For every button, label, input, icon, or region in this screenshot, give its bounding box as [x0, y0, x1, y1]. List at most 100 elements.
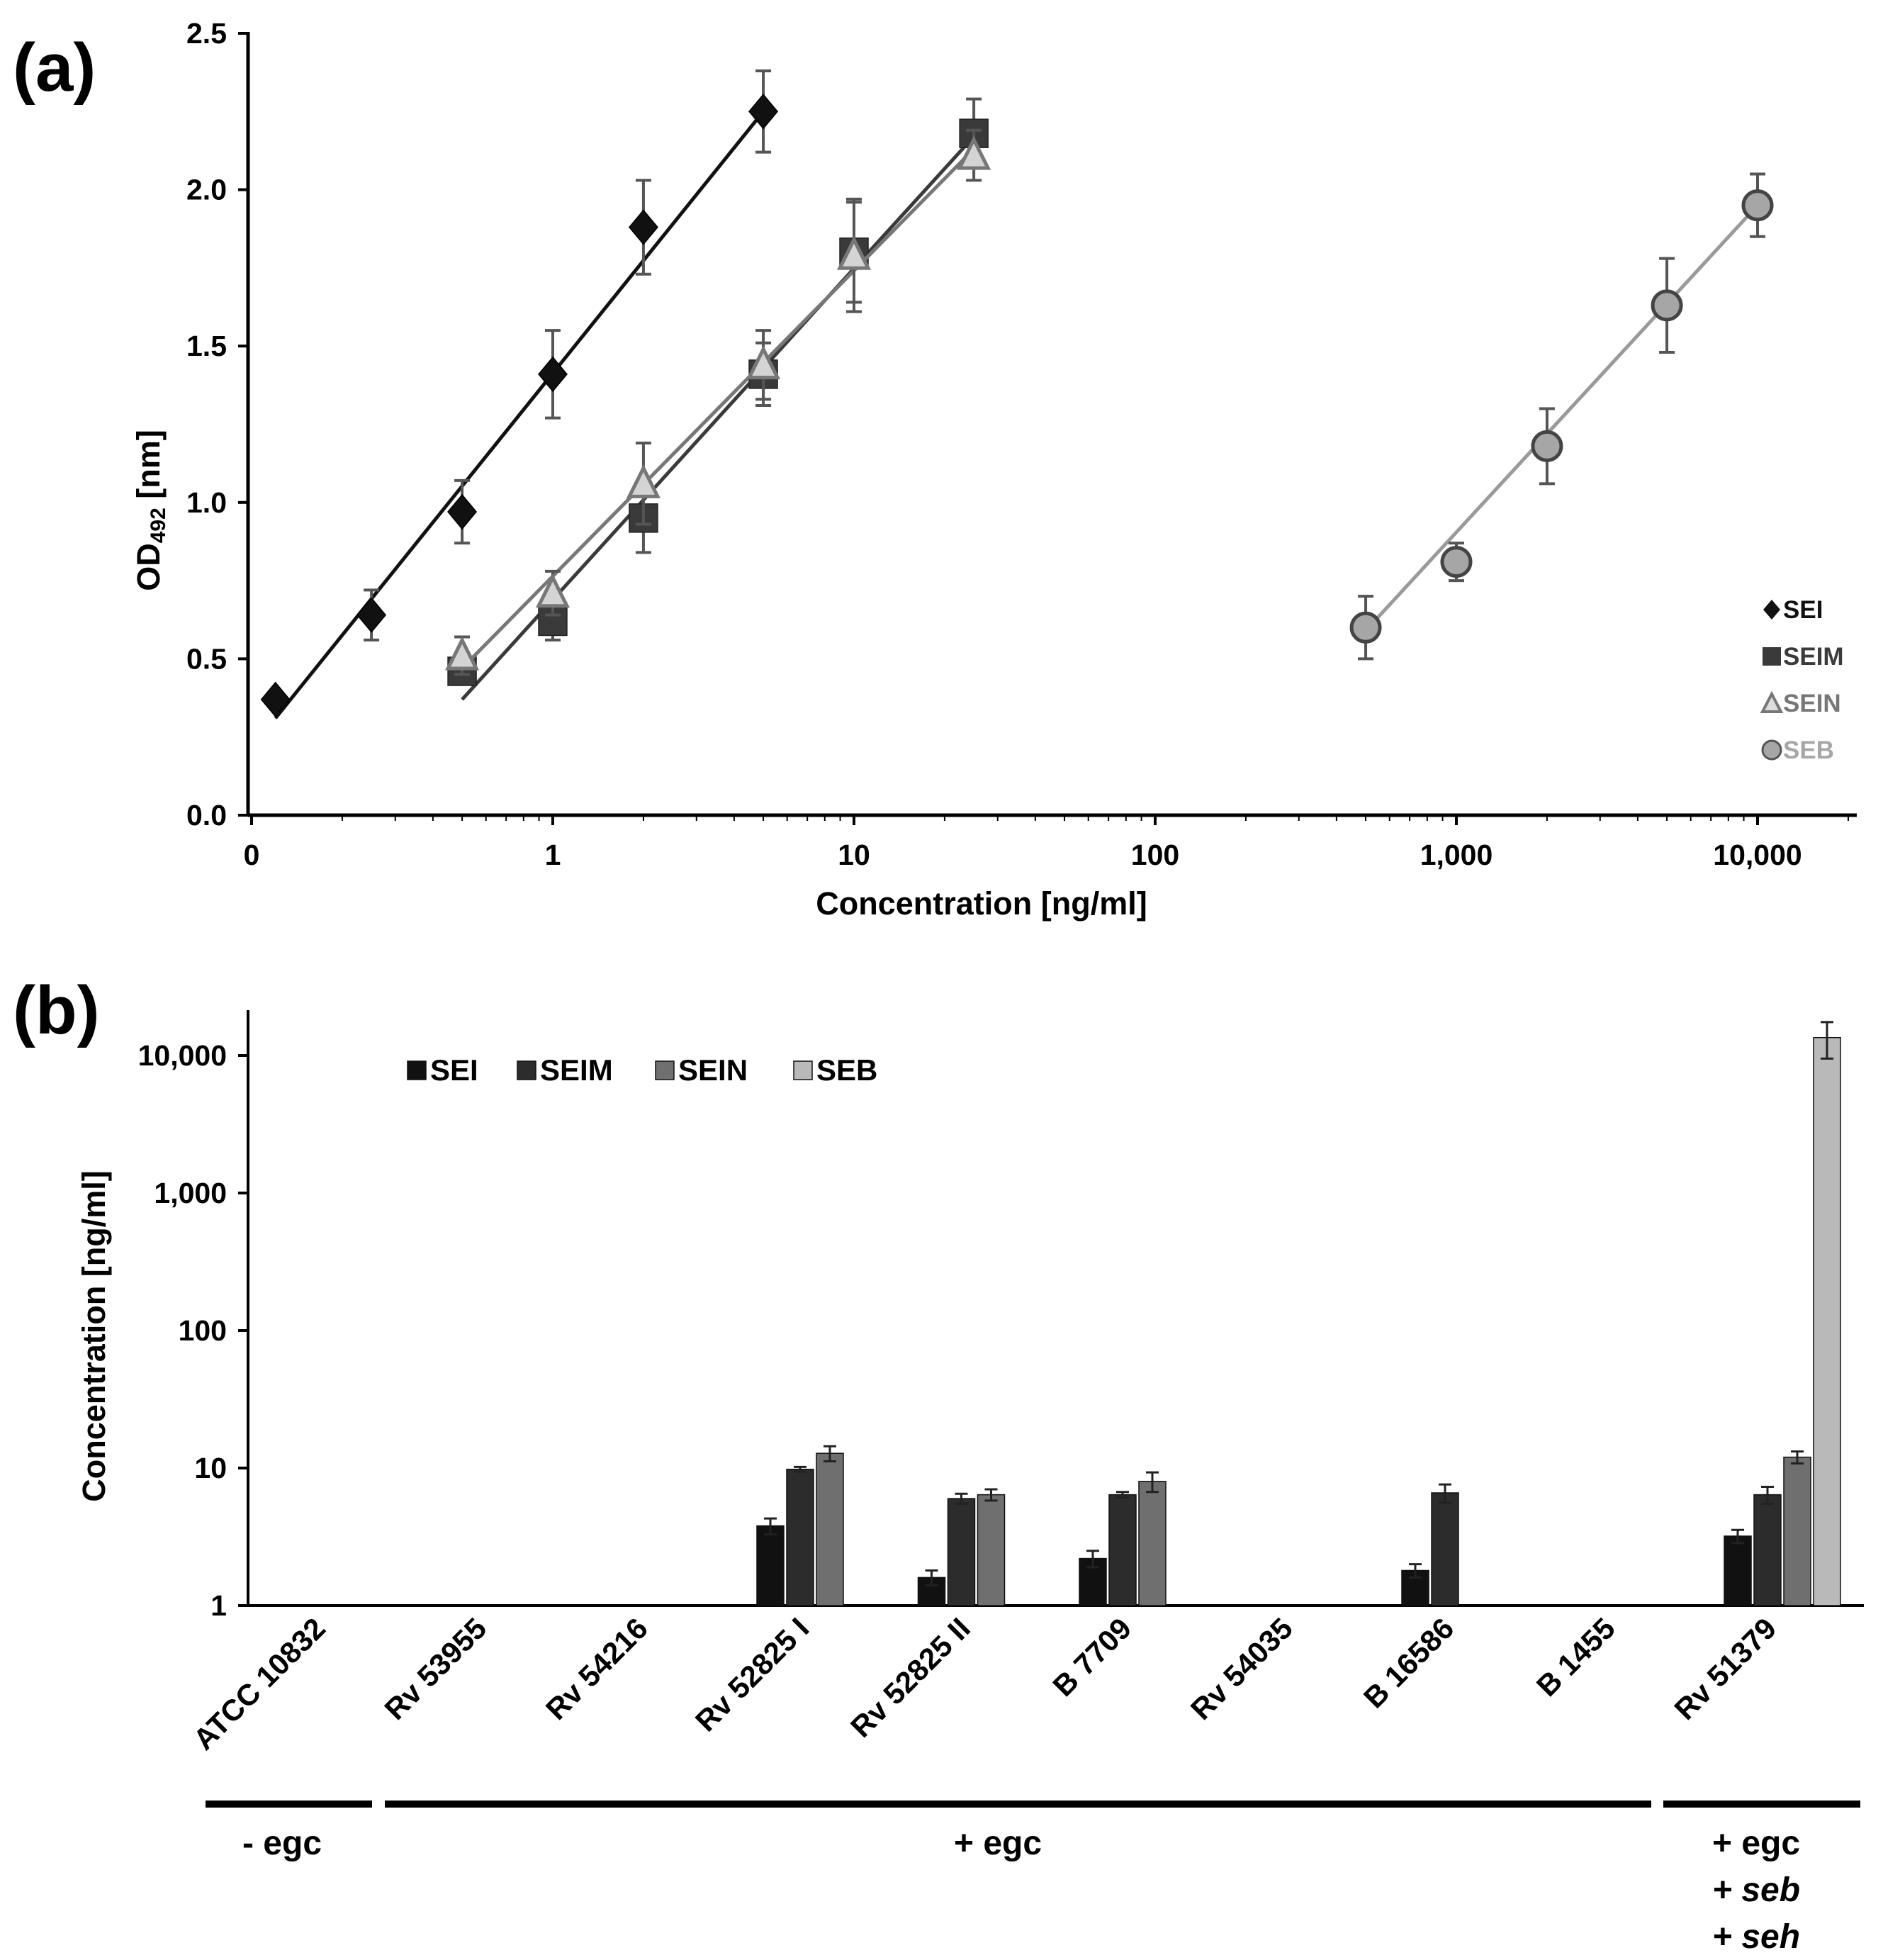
panel-b-legend-swatch — [517, 1060, 536, 1080]
panel-b-legend-label: SEIN — [678, 1053, 748, 1087]
panel-a-legend: SEI SEIM SEIN SEB — [1760, 596, 1844, 764]
panel-b-category-label: B 1455 — [1530, 1611, 1621, 1703]
panel-a-series-sein — [445, 128, 991, 676]
panel-a-point-seb — [1651, 289, 1683, 322]
panel-a-y-tick-label: 0.5 — [186, 642, 227, 675]
panel-b-category-label: B 7709 — [1046, 1611, 1137, 1703]
panel-a-point-sein — [746, 345, 781, 380]
panel-b-group-2: + egc + seb + seh — [1663, 1801, 1860, 1956]
panel-a-x-tick-label: 1,000 — [1420, 839, 1493, 871]
panel-b-y-tick-label: 10,000 — [138, 1039, 227, 1072]
panel-a-point-sein — [836, 235, 872, 270]
panel-a-legend-item-seim: SEIM — [1763, 643, 1844, 671]
panel-b-category-group-b-7709 — [1079, 1471, 1167, 1606]
panel-b-bar-seim — [1108, 1494, 1137, 1606]
panel-a-point-sei — [748, 94, 779, 130]
panel-a-y-tick-label: 1.5 — [186, 330, 227, 362]
panel-b-bar-seim — [786, 1468, 814, 1606]
panel-a-x-tick-label: 0 — [244, 839, 260, 871]
panel-a-axes — [246, 32, 1857, 817]
panel-b-axes — [247, 1010, 1864, 1607]
panel-b-y-tick-label: 1 — [210, 1589, 227, 1622]
panel-a-point-sei — [447, 493, 478, 530]
panel-b-y-axis-title: Concentration [ng/ml] — [76, 1170, 112, 1501]
panel-b-bar-sei — [1724, 1535, 1752, 1606]
panel-a-legend-marker — [1763, 600, 1780, 620]
panel-a-x-ticks: 0 1 10 100 1,000 10,000 — [244, 815, 1849, 871]
panel-a-legend-label: SEI — [1783, 596, 1823, 624]
panel-b-bar-seim — [947, 1498, 976, 1606]
panel-b-legend-item-sein: SEIN — [655, 1053, 748, 1087]
panel-a-x-tick-label: 1 — [545, 839, 561, 871]
panel-b-legend-item-sei: SEI — [407, 1053, 478, 1087]
panel-a-label: (a) — [13, 30, 96, 106]
panel-b-bar-sei — [756, 1525, 785, 1606]
panel-b-category-group-rv-51379 — [1724, 1021, 1841, 1606]
panel-b-category-group-rv-52825-i — [756, 1445, 844, 1606]
panel-a-legend-marker — [1763, 647, 1781, 666]
panel-b: (b) 1 10 100 1,000 10,000 Concentration [ng/… — [13, 973, 1864, 1956]
panel-b-group-label: - egc — [242, 1825, 322, 1862]
panel-a-legend-marker — [1760, 690, 1784, 713]
panel-b-bar-seim — [1431, 1492, 1459, 1606]
panel-a-fit-line-seb — [1364, 203, 1759, 632]
panel-b-category-label: Rv 54216 — [539, 1611, 654, 1726]
panel-b-legend-label: SEI — [430, 1053, 478, 1087]
panel-b-legend: SEI SEIM SEIN SEB — [407, 1053, 877, 1087]
panel-a-legend-label: SEIM — [1783, 643, 1844, 671]
panel-b-legend-swatch — [407, 1060, 427, 1080]
panel-a-legend-label: SEIN — [1783, 690, 1841, 717]
panel-a-point-sei — [260, 681, 291, 717]
panel-b-group-label: + egc — [954, 1825, 1042, 1862]
panel-a-point-sein — [957, 135, 991, 170]
panel-b-group-0: - egc — [206, 1801, 372, 1862]
panel-a-point-seb — [1741, 189, 1774, 222]
panel-a-series-seim — [447, 97, 989, 701]
panel-a-series-seb — [1349, 172, 1774, 661]
panel-b-category-label: Rv 54035 — [1184, 1611, 1299, 1726]
panel-a-legend-marker — [1761, 739, 1782, 761]
panel-a-fit-line-sei — [274, 110, 765, 719]
panel-b-group-label: + seb — [1712, 1871, 1800, 1909]
panel-a-point-seb — [1531, 430, 1563, 462]
panel-b-y-tick-label: 1,000 — [154, 1177, 227, 1209]
panel-b-category-label: Rv 53955 — [378, 1611, 493, 1726]
panel-a-point-sein — [626, 464, 661, 498]
panel-b-y-tick-label: 10 — [194, 1452, 227, 1484]
panel-b-category-label: Rv 51379 — [1668, 1611, 1782, 1726]
panel-b-y-ticks: 1 10 100 1,000 10,000 — [138, 1039, 248, 1622]
panel-a-legend-item-sei: SEI — [1763, 596, 1823, 624]
panel-b-category-group-b-16586 — [1401, 1483, 1459, 1606]
panel-a-y-axis-title-unit: [nm] — [130, 430, 167, 508]
panel-a-y-tick-label: 0.0 — [186, 799, 227, 831]
panel-b-legend-label: SEIM — [540, 1053, 613, 1087]
panel-a-series-sei — [260, 69, 779, 719]
panel-a: (a) 0 1 10 100 1,000 10,000 0.0 0.5 1.0 1.5 2.0 2.… — [13, 17, 1857, 922]
panel-a-point-sei — [356, 597, 387, 633]
panel-a-point-sei — [538, 356, 568, 393]
panel-b-label: (b) — [13, 973, 100, 1048]
panel-a-y-tick-label: 1.0 — [186, 486, 227, 519]
panel-b-category-labels: ATCC 10832 Rv 53955 Rv 54216 Rv 52825 I Rv 5… — [187, 1611, 1783, 1756]
panel-a-point-sei — [628, 209, 658, 245]
panel-a-y-axis-title-main: OD — [130, 543, 167, 591]
panel-b-bar-seim — [1753, 1494, 1782, 1606]
panel-a-fit-line-sein — [461, 147, 975, 670]
panel-a-legend-item-sein: SEIN — [1760, 690, 1841, 717]
panel-b-legend-item-seim: SEIM — [517, 1053, 613, 1087]
panel-b-groups: - egc + egc + egc + seb + seh — [206, 1801, 1860, 1956]
panel-a-y-tick-label: 2.0 — [186, 174, 227, 206]
panel-b-bar-sein — [1138, 1481, 1167, 1606]
panel-b-category-label: Rv 52825 I — [689, 1611, 816, 1738]
panel-a-x-tick-label: 10,000 — [1713, 839, 1802, 871]
panel-a-point-sein — [535, 573, 570, 608]
panel-a-y-axis-title: OD492 [nm] — [130, 430, 170, 591]
panel-b-y-tick-label: 100 — [179, 1314, 227, 1347]
panel-b-legend-swatch — [793, 1060, 813, 1080]
panel-b-legend-swatch — [655, 1060, 675, 1080]
panel-a-series — [260, 69, 1774, 719]
panel-a-point-seb — [1440, 546, 1473, 578]
panel-b-category-label: Rv 52825 II — [844, 1611, 977, 1744]
panel-b-bar-sein — [816, 1452, 844, 1606]
